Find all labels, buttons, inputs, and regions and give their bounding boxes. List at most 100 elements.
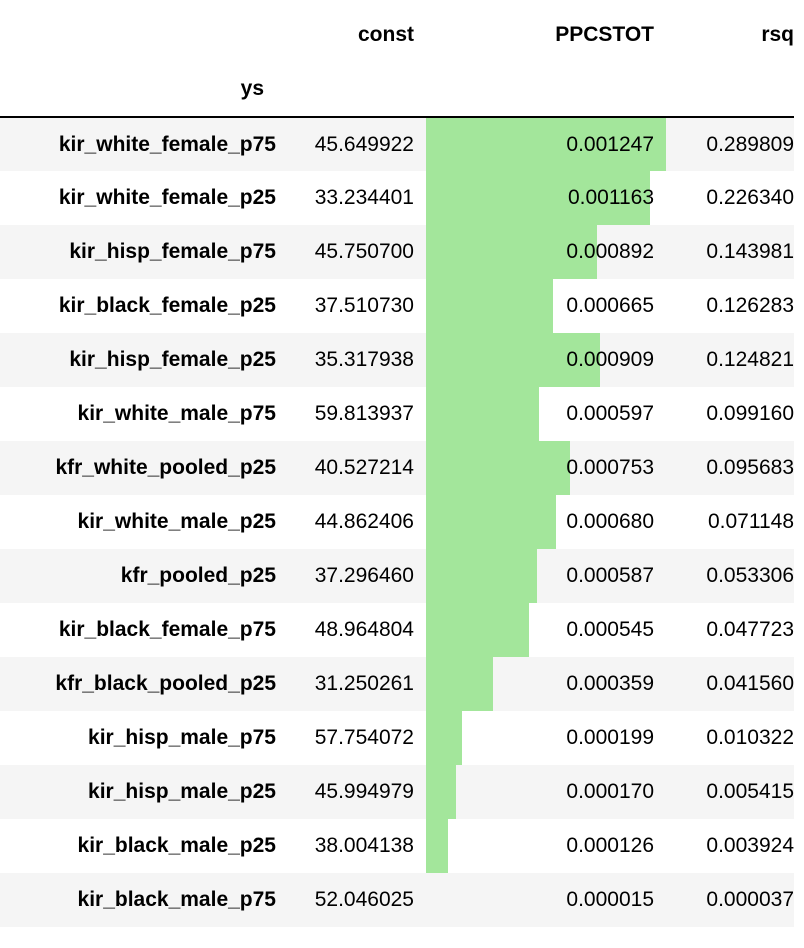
const-cell: 40.527214	[276, 441, 426, 495]
ppcstot-value: 0.000199	[566, 726, 654, 749]
index-name-row: ys	[0, 62, 794, 118]
table-row: kir_hisp_male_p75 57.754072 0.000199 0.0103…	[0, 711, 794, 765]
ppcstot-value: 0.000170	[566, 780, 654, 803]
ppcstot-value: 0.000680	[566, 510, 654, 533]
table-row: kir_black_male_p25 38.004138 0.000126 0.003…	[0, 819, 794, 873]
ppcstot-value: 0.000545	[566, 618, 654, 641]
table-row: kir_white_female_p75 45.649922 0.001247 0.2…	[0, 117, 794, 171]
const-cell: 44.862406	[276, 495, 426, 549]
const-cell: 37.510730	[276, 279, 426, 333]
row-label: kfr_white_pooled_p25	[0, 441, 276, 495]
row-label: kfr_black_pooled_p25	[0, 657, 276, 711]
rsq-cell: 0.226340	[666, 171, 794, 225]
ppcstot-value: 0.000597	[566, 402, 654, 425]
rsq-cell: 0.005415	[666, 765, 794, 819]
const-cell: 45.994979	[276, 765, 426, 819]
ppcstot-cell: 0.000909	[426, 333, 666, 387]
const-cell: 37.296460	[276, 549, 426, 603]
row-label: kir_white_female_p75	[0, 117, 276, 171]
regression-results-table: const PPCSTOT rsq ys kir_white_female_p7…	[0, 8, 794, 927]
column-header-row: const PPCSTOT rsq	[0, 8, 794, 62]
rsq-cell: 0.000037	[666, 873, 794, 927]
ppcstot-value: 0.000753	[566, 456, 654, 479]
ppcstot-value: 0.000665	[566, 294, 654, 317]
ppcstot-value: 0.001163	[567, 186, 654, 209]
table-row: kir_hisp_female_p75 45.750700 0.000892 0.14…	[0, 225, 794, 279]
table-row: kir_hisp_male_p25 45.994979 0.000170 0.0054…	[0, 765, 794, 819]
table-row: kir_black_female_p75 48.964804 0.000545 0.0…	[0, 603, 794, 657]
rsq-cell: 0.041560	[666, 657, 794, 711]
row-label: kir_hisp_male_p75	[0, 711, 276, 765]
ppcstot-value: 0.000126	[566, 834, 654, 857]
ppcstot-bar	[426, 495, 556, 549]
rsq-cell: 0.143981	[666, 225, 794, 279]
row-label: kir_black_female_p75	[0, 603, 276, 657]
const-cell: 35.317938	[276, 333, 426, 387]
rsq-cell: 0.124821	[666, 333, 794, 387]
ppcstot-cell: 0.000199	[426, 711, 666, 765]
column-header-ppcstot: PPCSTOT	[426, 8, 666, 62]
ppcstot-bar	[426, 441, 570, 495]
column-header-const: const	[276, 8, 426, 62]
blank-header-cell	[666, 62, 794, 118]
ppcstot-cell: 0.000587	[426, 549, 666, 603]
ppcstot-bar	[426, 603, 530, 657]
ppcstot-bar	[426, 657, 493, 711]
const-cell: 38.004138	[276, 819, 426, 873]
ppcstot-cell: 0.001247	[426, 117, 666, 171]
row-label: kir_black_male_p25	[0, 819, 276, 873]
blank-header-cell	[0, 8, 276, 62]
ppcstot-cell: 0.000680	[426, 495, 666, 549]
row-label: kir_hisp_male_p25	[0, 765, 276, 819]
const-cell: 31.250261	[276, 657, 426, 711]
column-header-rsq: rsq	[666, 8, 794, 62]
blank-header-cell	[276, 62, 426, 118]
const-cell: 45.750700	[276, 225, 426, 279]
table-header: const PPCSTOT rsq ys	[0, 8, 794, 118]
ppcstot-bar	[426, 333, 601, 387]
table-row: kir_white_male_p25 44.862406 0.000680 0.071…	[0, 495, 794, 549]
const-cell: 48.964804	[276, 603, 426, 657]
ppcstot-cell: 0.000359	[426, 657, 666, 711]
ppcstot-value: 0.001247	[566, 132, 654, 156]
ppcstot-value: 0.000359	[566, 672, 654, 695]
row-label: kir_hisp_female_p25	[0, 333, 276, 387]
ppcstot-bar	[426, 711, 462, 765]
rsq-cell: 0.095683	[666, 441, 794, 495]
ppcstot-cell: 0.001163	[426, 171, 666, 225]
rsq-cell: 0.010322	[666, 711, 794, 765]
table-row: kir_black_female_p25 37.510730 0.000665 0.1…	[0, 279, 794, 333]
blank-header-cell	[426, 62, 666, 118]
ppcstot-bar	[426, 118, 666, 171]
rsq-cell: 0.071148	[666, 495, 794, 549]
rsq-cell: 0.047723	[666, 603, 794, 657]
rsq-cell: 0.099160	[666, 387, 794, 441]
row-label: kfr_pooled_p25	[0, 549, 276, 603]
const-cell: 45.649922	[276, 117, 426, 171]
ppcstot-bar	[426, 279, 553, 333]
table-row: kfr_black_pooled_p25 31.250261 0.000359 0.0…	[0, 657, 794, 711]
ppcstot-value: 0.000015	[566, 888, 654, 911]
rsq-cell: 0.289809	[666, 117, 794, 171]
ppcstot-cell: 0.000015	[426, 873, 666, 927]
ppcstot-value: 0.000892	[566, 240, 654, 263]
table-row: kfr_white_pooled_p25 40.527214 0.000753 0.0…	[0, 441, 794, 495]
const-cell: 57.754072	[276, 711, 426, 765]
const-cell: 52.046025	[276, 873, 426, 927]
ppcstot-cell: 0.000892	[426, 225, 666, 279]
ppcstot-bar	[426, 549, 538, 603]
rsq-cell: 0.126283	[666, 279, 794, 333]
ppcstot-bar	[426, 819, 448, 873]
table-row: kir_black_male_p75 52.046025 0.000015 0.000…	[0, 873, 794, 927]
row-label: kir_black_female_p25	[0, 279, 276, 333]
const-cell: 59.813937	[276, 387, 426, 441]
const-cell: 33.234401	[276, 171, 426, 225]
ppcstot-bar	[426, 171, 650, 225]
row-label: kir_white_female_p25	[0, 171, 276, 225]
ppcstot-cell: 0.000126	[426, 819, 666, 873]
table-row: kfr_pooled_p25 37.296460 0.000587 0.053306	[0, 549, 794, 603]
row-label: kir_black_male_p75	[0, 873, 276, 927]
ppcstot-cell: 0.000170	[426, 765, 666, 819]
ppcstot-cell: 0.000665	[426, 279, 666, 333]
ppcstot-bar	[426, 387, 540, 441]
